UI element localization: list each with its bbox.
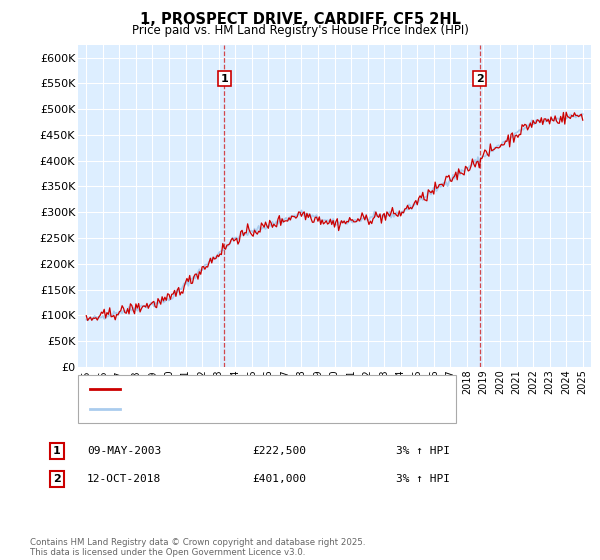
Text: 1: 1 [53,446,61,456]
Text: 1, PROSPECT DRIVE, CARDIFF, CF5 2HL: 1, PROSPECT DRIVE, CARDIFF, CF5 2HL [139,12,461,27]
Text: 1, PROSPECT DRIVE, CARDIFF, CF5 2HL (detached house): 1, PROSPECT DRIVE, CARDIFF, CF5 2HL (det… [126,384,425,394]
Text: £222,500: £222,500 [252,446,306,456]
Text: HPI: Average price, detached house, Cardiff: HPI: Average price, detached house, Card… [126,404,354,414]
Text: Price paid vs. HM Land Registry's House Price Index (HPI): Price paid vs. HM Land Registry's House … [131,24,469,36]
Text: 09-MAY-2003: 09-MAY-2003 [87,446,161,456]
Text: 12-OCT-2018: 12-OCT-2018 [87,474,161,484]
Text: 1: 1 [221,73,229,83]
Text: £401,000: £401,000 [252,474,306,484]
Text: 3% ↑ HPI: 3% ↑ HPI [396,474,450,484]
Text: 2: 2 [476,73,484,83]
Text: 2: 2 [53,474,61,484]
Text: 3% ↑ HPI: 3% ↑ HPI [396,446,450,456]
Text: Contains HM Land Registry data © Crown copyright and database right 2025.
This d: Contains HM Land Registry data © Crown c… [30,538,365,557]
